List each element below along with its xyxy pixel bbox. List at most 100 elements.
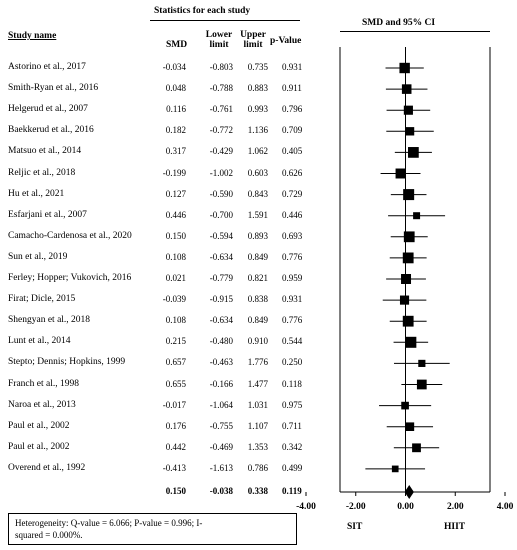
study-upper: 0.821 (247, 273, 268, 283)
study-smd: -0.199 (162, 167, 186, 178)
study-lower: -0.594 (209, 230, 233, 241)
study-smd: 0.317 (165, 146, 186, 157)
study-p-value: 0.693 (282, 230, 303, 241)
study-effect-marker (405, 336, 417, 348)
study-smd: 0.446 (165, 209, 186, 220)
study-upper: 1.353 (247, 441, 268, 452)
stats-header-rule (150, 20, 300, 21)
x-tick-label: 2.00 (447, 502, 464, 512)
study-effect-marker (412, 443, 421, 453)
col-lower-header: Lower limit (205, 30, 233, 50)
study-p-value: 0.250 (282, 357, 303, 368)
x-tick-label: 4.00 (497, 502, 514, 512)
study-smd: -0.017 (162, 399, 186, 410)
plot-header: SMD and 95% CI (362, 18, 436, 28)
study-smd: 0.215 (165, 336, 186, 347)
study-effect-marker (401, 274, 412, 284)
study-lower: -0.761 (209, 104, 233, 115)
study-p-value: 0.544 (282, 336, 303, 347)
study-p-value: 0.931 (282, 294, 303, 305)
study-lower: -0.634 (209, 315, 233, 326)
study-lower: -0.469 (209, 441, 233, 452)
study-p-value: 0.975 (282, 399, 303, 410)
study-lower: -0.429 (209, 146, 233, 157)
study-name: Franch et al., 1998 (8, 378, 79, 389)
study-name: Shengyan et al., 2018 (8, 315, 91, 326)
study-name: Astorino et al., 2017 (8, 62, 86, 72)
study-effect-marker (403, 189, 415, 201)
study-smd: 0.108 (165, 251, 186, 262)
study-effect-marker (403, 105, 413, 115)
study-upper: 0.786 (247, 462, 268, 473)
study-lower: -0.634 (209, 251, 233, 262)
study-name: Baekkerud et al., 2016 (8, 125, 94, 136)
study-lower: -0.755 (209, 420, 233, 431)
study-upper: 1.031 (247, 399, 268, 410)
study-p-value: 0.626 (282, 167, 303, 178)
study-upper: 1.136 (247, 125, 268, 136)
study-name: Esfarjani et al., 2007 (8, 209, 87, 220)
study-upper: 0.849 (247, 251, 268, 262)
study-name: Matsuo et al., 2014 (8, 146, 82, 157)
plot-header-rule (340, 31, 490, 32)
study-upper: 0.883 (247, 83, 268, 94)
study-name: Ferley; Hopper; Vukovich, 2016 (8, 273, 132, 283)
study-p-value: 0.931 (282, 62, 303, 72)
study-lower: -0.166 (209, 378, 233, 389)
study-p-value: 0.729 (282, 188, 303, 199)
x-tick-label: 0.00 (397, 502, 414, 512)
study-smd: -0.034 (162, 62, 186, 72)
study-upper: 0.838 (247, 294, 268, 305)
stats-header: Statistics for each study (154, 6, 251, 16)
favours-left-label: SIT (347, 522, 363, 532)
study-upper: 1.477 (247, 378, 268, 389)
study-p-value: 0.118 (282, 378, 302, 389)
study-effect-marker (403, 231, 415, 243)
study-smd: 0.127 (165, 188, 186, 199)
study-name: Lunt et al., 2014 (8, 336, 71, 347)
heterogeneity-line-1: Heterogeneity: Q-value = 6.066; P-value … (15, 518, 203, 528)
study-name: Hu et al., 2021 (8, 188, 65, 199)
study-smd: 0.182 (165, 125, 186, 136)
study-lower: -1.613 (209, 462, 233, 473)
study-smd: 0.150 (165, 230, 186, 241)
study-effect-marker (402, 252, 414, 264)
study-lower: -0.788 (209, 83, 233, 94)
heterogeneity-box: Heterogeneity: Q-value = 6.066; P-value … (8, 513, 297, 545)
study-name: Camacho-Cardenosa et al., 2020 (8, 230, 132, 241)
study-effect-marker (416, 379, 427, 390)
study-upper: 1.591 (247, 209, 268, 220)
study-p-value: 0.959 (282, 273, 303, 283)
pooled-smd: 0.150 (165, 486, 186, 496)
study-lower: -0.772 (209, 125, 233, 136)
study-name: Firat; Dicle, 2015 (8, 294, 76, 305)
study-effect-marker (418, 359, 426, 367)
study-smd: 0.116 (166, 104, 186, 115)
study-lower: -0.915 (209, 294, 233, 305)
study-smd: 0.176 (165, 420, 186, 431)
study-lower: -0.590 (209, 188, 233, 199)
study-effect-marker (405, 127, 415, 136)
pooled-p-value: 0.119 (282, 486, 302, 496)
study-effect-marker (405, 422, 415, 431)
study-lower: -0.700 (209, 209, 233, 220)
study-upper: 1.776 (247, 357, 268, 368)
study-name: Helgerud et al., 2007 (8, 104, 88, 115)
pooled-upper: 0.338 (247, 486, 268, 496)
study-effect-marker (391, 465, 399, 473)
study-lower: -1.002 (209, 167, 233, 178)
study-p-value: 0.499 (282, 462, 303, 473)
study-effect-marker (399, 62, 410, 74)
study-effect-marker (399, 295, 410, 305)
study-upper: 0.893 (247, 230, 268, 241)
study-upper: 0.849 (247, 315, 268, 326)
pooled-lower: -0.038 (209, 486, 233, 496)
study-lower: -0.480 (209, 336, 233, 347)
x-tick-label: -4.00 (296, 502, 316, 512)
study-upper: 0.603 (247, 167, 268, 178)
study-lower: -0.463 (209, 357, 233, 368)
study-smd: 0.021 (165, 273, 186, 283)
study-effect-marker (401, 401, 409, 410)
study-smd: 0.108 (165, 315, 186, 326)
